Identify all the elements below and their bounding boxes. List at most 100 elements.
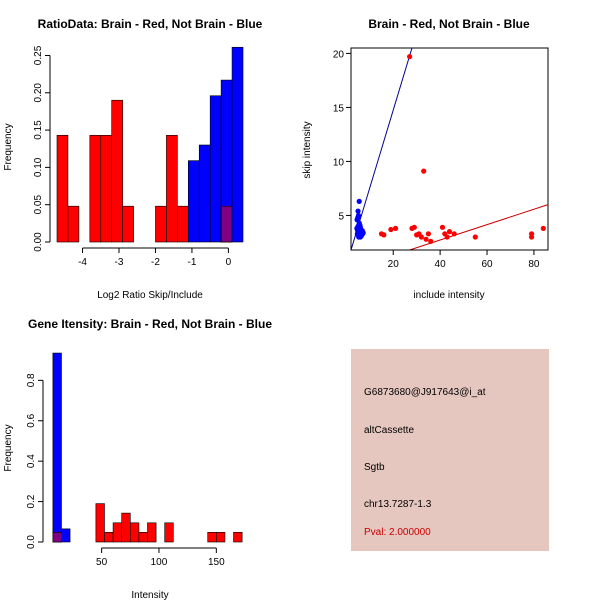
ratio-y-tick-label: 0.05 — [33, 195, 44, 215]
ratio-brain-bar — [89, 135, 102, 243]
intensity-brain-bar — [164, 522, 174, 543]
intensity-brain-bar — [207, 531, 217, 543]
notbrain-point — [356, 198, 362, 204]
gene-symbol: Sgtb — [364, 462, 385, 473]
gene-intensity-xlabel: Intensity — [131, 590, 168, 600]
intensity-y-tick-label: 0.4 — [26, 454, 37, 468]
ratio-brain-bar — [177, 205, 189, 243]
gene-intensity-ylabel: Frequency — [3, 424, 14, 471]
intensity-brain-bar — [112, 522, 122, 543]
gene-intensity-axes: 0.0 0.2 0.4 0.6 0.8 50 100 150 — [26, 373, 225, 568]
intensity-scatter-panel: Brain - Red, Not Brain - Blue include in… — [302, 17, 549, 301]
ratio-histogram-xlabel: Log2 Ratio Skip/Include — [97, 290, 203, 301]
ratio-histogram-bars — [56, 46, 244, 243]
probe-info-panel: G6873680@J917643@i_at altCassette Sgtb c… — [351, 349, 549, 551]
gene-intensity-histogram-panel: Gene Itensity: Brain - Red, Not Brain - … — [3, 317, 272, 600]
ratio-brain-bar — [100, 135, 113, 243]
brain-point — [446, 229, 453, 235]
scatter-x-tick-label: 40 — [435, 259, 447, 270]
intensity-brain-bar — [233, 531, 243, 543]
probe-id: G6873680@J917643@i_at — [364, 387, 486, 398]
brain-point — [439, 224, 446, 230]
ratio-histogram-title: RatioData: Brain - Red, Not Brain - Blue — [38, 17, 263, 31]
notbrain-point — [355, 214, 361, 221]
ratio-brain-bar — [122, 205, 134, 243]
ratio-y-tick-label: 0.20 — [33, 83, 44, 103]
intensity-brain-bar — [129, 522, 140, 543]
ratio-x-tick-label: -4 — [78, 257, 87, 268]
brain-point — [540, 225, 546, 231]
brain-point — [381, 232, 387, 238]
brain-point — [411, 224, 417, 230]
intensity-y-tick-label: 0.0 — [26, 535, 37, 549]
ratio-brain-bar — [67, 205, 80, 243]
ratio-y-tick-label: 0.25 — [33, 45, 44, 65]
scatter-ylabel: skip intensity — [302, 121, 313, 178]
brain-point — [425, 231, 431, 237]
scatter-y-tick-label: 20 — [333, 49, 345, 60]
scatter-x-tick-label: 80 — [528, 259, 540, 270]
intensity-x-tick-label: 150 — [208, 557, 225, 568]
ratio-brain-bar — [155, 205, 167, 243]
intensity-x-tick-label: 50 — [96, 557, 108, 568]
ratio-histogram-axes: 0.00 0.05 0.10 0.15 0.20 0.25 -4 -3 -2 -1 0 — [33, 45, 232, 268]
ratio-brain-bar — [56, 135, 69, 243]
intensity-notbrain-bar — [52, 352, 62, 543]
intensity-overlap-bar — [52, 531, 62, 543]
notbrain-point — [357, 225, 363, 231]
scatter-y-tick-label: 15 — [333, 103, 345, 114]
ratio-notbrain-bar — [198, 144, 211, 243]
scatter-plot-frame — [350, 47, 549, 251]
brain-point — [472, 234, 478, 240]
ratio-overlap-bar — [220, 205, 233, 243]
ratio-y-tick-label: 0.00 — [33, 232, 44, 252]
ratio-x-tick-label: -2 — [151, 257, 160, 268]
ratio-notbrain-bar — [231, 46, 244, 243]
brain-point — [407, 54, 413, 60]
event-type: altCassette — [364, 425, 415, 436]
scatter-y-tick-label: 5 — [338, 211, 344, 222]
intensity-brain-bar — [121, 512, 131, 543]
brain-point — [392, 225, 399, 231]
brain-point — [388, 226, 394, 233]
ratio-y-tick-label: 0.15 — [33, 120, 44, 140]
ratio-notbrain-bar — [187, 160, 200, 243]
brain-point — [421, 168, 427, 174]
p-value: Pval: 2.000000 — [364, 527, 431, 538]
brain-point — [444, 234, 450, 240]
scatter-y-tick-label: 10 — [333, 157, 345, 168]
scatter-axes: 5 10 15 20 20 40 60 80 — [333, 49, 540, 270]
ratio-brain-bar — [111, 99, 123, 243]
scatter-plot-area — [350, 47, 549, 251]
intensity-brain-bar — [95, 503, 105, 543]
intensity-brain-bar — [216, 531, 226, 543]
scatter-title: Brain - Red, Not Brain - Blue — [368, 17, 530, 31]
brain-point — [428, 238, 434, 244]
notbrain-regression-line — [350, 47, 413, 251]
intensity-x-tick-label: 100 — [151, 557, 168, 568]
ratio-x-tick-label: -3 — [115, 257, 124, 268]
ratio-x-tick-label: 0 — [226, 257, 232, 268]
intensity-y-tick-label: 0.6 — [26, 413, 37, 427]
gene-intensity-title: Gene Itensity: Brain - Red, Not Brain - … — [28, 317, 272, 331]
intensity-y-tick-label: 0.8 — [26, 373, 37, 387]
intensity-brain-bar — [147, 522, 157, 543]
brain-point — [418, 234, 424, 240]
ratio-y-tick-label: 0.10 — [33, 157, 44, 177]
scatter-x-tick-label: 20 — [388, 259, 400, 270]
ratio-notbrain-bar — [209, 95, 222, 243]
notbrain-point — [360, 230, 366, 236]
scatter-xlabel: include intensity — [413, 290, 484, 301]
notbrain-point — [355, 208, 361, 214]
scatter-x-tick-label: 60 — [481, 259, 493, 270]
ratio-histogram-ylabel: Frequency — [3, 123, 14, 170]
intensity-brain-bar — [104, 531, 114, 543]
intensity-y-tick-label: 0.2 — [26, 494, 37, 508]
intensity-brain-bar — [138, 531, 148, 543]
brain-point — [528, 234, 535, 240]
ratio-brain-bar — [166, 135, 178, 243]
brain-point — [423, 236, 429, 242]
ratio-x-tick-label: -1 — [187, 257, 196, 268]
intensity-notbrain-bar — [61, 528, 71, 543]
